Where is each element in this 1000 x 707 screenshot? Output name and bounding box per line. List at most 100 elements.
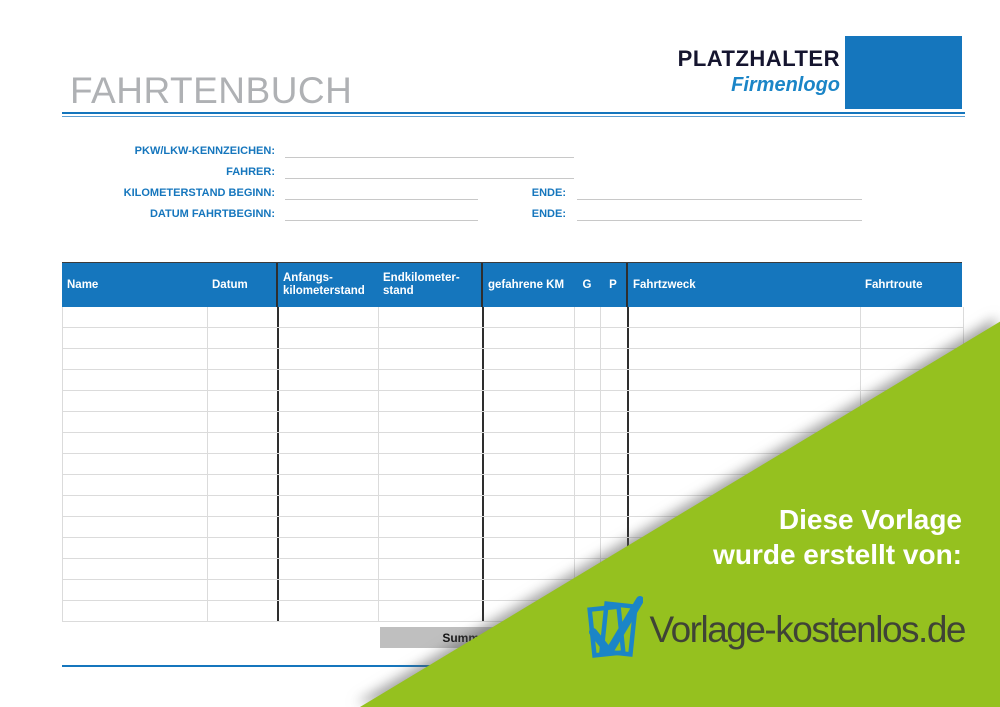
table-cell[interactable] [279,412,379,432]
table-cell[interactable] [484,412,575,432]
kilometerstand-ende-field[interactable] [577,179,862,200]
kilometerstand-beginn-field[interactable] [285,179,478,200]
table-cell[interactable] [279,517,379,537]
table-cell[interactable] [484,391,575,411]
table-cell[interactable] [575,454,601,474]
table-cell[interactable] [379,496,484,516]
table-cell[interactable] [601,370,629,390]
table-cell[interactable] [601,454,629,474]
table-cell[interactable] [379,412,484,432]
table-cell[interactable] [484,601,575,621]
table-cell[interactable] [208,601,279,621]
table-cell[interactable] [601,412,629,432]
table-cell[interactable] [484,454,575,474]
table-cell[interactable] [861,349,963,369]
table-cell[interactable] [279,538,379,558]
table-cell[interactable] [484,475,575,495]
table-cell[interactable] [63,559,208,579]
table-cell[interactable] [484,349,575,369]
table-cell[interactable] [484,580,575,600]
table-cell[interactable] [208,433,279,453]
table-cell[interactable] [575,412,601,432]
table-cell[interactable] [279,307,379,327]
table-cell[interactable] [63,391,208,411]
table-cell[interactable] [379,307,484,327]
table-cell[interactable] [861,370,963,390]
table-cell[interactable] [484,559,575,579]
table-cell[interactable] [208,496,279,516]
table-cell[interactable] [484,538,575,558]
table-cell[interactable] [575,328,601,348]
table-cell[interactable] [63,475,208,495]
table-cell[interactable] [208,370,279,390]
table-cell[interactable] [575,496,601,516]
table-cell[interactable] [484,517,575,537]
table-cell[interactable] [208,580,279,600]
table-cell[interactable] [208,475,279,495]
table-cell[interactable] [63,601,208,621]
table-cell[interactable] [629,433,861,453]
table-cell[interactable] [379,370,484,390]
table-cell[interactable] [208,538,279,558]
table-cell[interactable] [63,454,208,474]
table-cell[interactable] [208,307,279,327]
table-cell[interactable] [208,517,279,537]
table-cell[interactable] [63,307,208,327]
table-cell[interactable] [629,328,861,348]
table-cell[interactable] [484,370,575,390]
table-cell[interactable] [63,349,208,369]
table-cell[interactable] [279,601,379,621]
table-cell[interactable] [484,307,575,327]
table-cell[interactable] [208,328,279,348]
table-cell[interactable] [575,538,601,558]
table-cell[interactable] [861,328,963,348]
table-cell[interactable] [861,412,963,432]
table-cell[interactable] [279,475,379,495]
table-cell[interactable] [379,349,484,369]
table-cell[interactable] [575,433,601,453]
table-cell[interactable] [63,496,208,516]
table-cell[interactable] [63,433,208,453]
table-cell[interactable] [279,391,379,411]
table-cell[interactable] [63,328,208,348]
table-cell[interactable] [63,538,208,558]
table-cell[interactable] [484,328,575,348]
table-cell[interactable] [601,433,629,453]
datum-ende-field[interactable] [577,200,862,221]
table-cell[interactable] [484,433,575,453]
kennzeichen-field[interactable] [285,137,574,158]
table-cell[interactable] [379,538,484,558]
table-cell[interactable] [629,475,861,495]
table-cell[interactable] [861,454,963,474]
table-cell[interactable] [629,349,861,369]
table-cell[interactable] [629,454,861,474]
table-cell[interactable] [379,475,484,495]
table-cell[interactable] [601,538,629,558]
datum-fahrtbeginn-field[interactable] [285,200,478,221]
table-cell[interactable] [279,559,379,579]
table-cell[interactable] [861,475,963,495]
table-cell[interactable] [279,496,379,516]
table-cell[interactable] [63,580,208,600]
table-cell[interactable] [208,412,279,432]
table-cell[interactable] [379,391,484,411]
table-cell[interactable] [629,391,861,411]
table-cell[interactable] [379,559,484,579]
table-cell[interactable] [379,433,484,453]
table-cell[interactable] [208,454,279,474]
table-cell[interactable] [575,517,601,537]
table-cell[interactable] [575,307,601,327]
table-cell[interactable] [279,454,379,474]
table-cell[interactable] [575,370,601,390]
table-cell[interactable] [575,559,601,579]
table-cell[interactable] [575,349,601,369]
table-cell[interactable] [601,307,629,327]
table-cell[interactable] [379,328,484,348]
table-cell[interactable] [279,580,379,600]
table-cell[interactable] [484,496,575,516]
table-cell[interactable] [629,412,861,432]
table-cell[interactable] [575,391,601,411]
table-cell[interactable] [63,412,208,432]
table-cell[interactable] [601,559,629,579]
table-cell[interactable] [601,391,629,411]
